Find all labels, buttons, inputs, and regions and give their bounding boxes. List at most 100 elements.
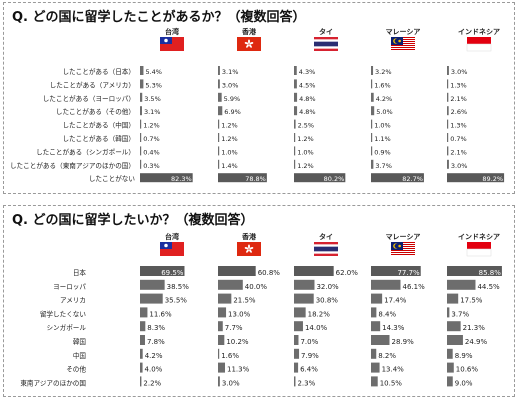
- bar: [447, 66, 449, 75]
- bar: [371, 133, 373, 142]
- bar: [140, 79, 144, 89]
- country-label: マレーシア: [386, 28, 421, 36]
- bar: [140, 293, 163, 304]
- data-label: 10.5%: [380, 379, 403, 387]
- bar: [294, 348, 300, 359]
- bar: [294, 279, 315, 290]
- bar: [218, 321, 223, 332]
- data-label: 7.0%: [300, 338, 318, 346]
- bar: [371, 307, 377, 318]
- data-label: 17.4%: [384, 297, 407, 305]
- bar: [294, 66, 297, 75]
- category-label: したことがある（その他）: [56, 107, 135, 116]
- bar: [371, 66, 374, 75]
- data-label: 40.0%: [245, 283, 268, 291]
- data-label: 3.7%: [451, 310, 469, 318]
- bar: [371, 106, 375, 116]
- country-label: マレーシア: [386, 233, 421, 241]
- category-label: したことがある（ヨーロッパ）: [43, 94, 135, 103]
- bar: [447, 266, 502, 276]
- data-label: 8.2%: [378, 352, 396, 360]
- data-label: 0.4%: [143, 148, 160, 156]
- panel-want-to-study: Q. どの国に留学したいか？（複数回答） 台湾 香港 タイ マレーシア インドネシア 日本…: [3, 205, 515, 397]
- data-label: 10.6%: [456, 366, 479, 374]
- data-label: 7.9%: [301, 352, 319, 360]
- data-label: 4.5%: [299, 81, 316, 89]
- data-label: 2.1%: [450, 95, 467, 103]
- bar: [140, 106, 142, 116]
- data-label: 82.7%: [402, 175, 423, 183]
- bar: [218, 106, 223, 116]
- hongkong-flag-icon: [237, 242, 261, 256]
- category-label: したことがない: [89, 174, 136, 183]
- taiwan-flag-icon: [160, 37, 184, 51]
- category-label: 日本: [73, 268, 87, 277]
- bar: [447, 348, 453, 359]
- data-label: 13.4%: [382, 366, 405, 374]
- bar: [140, 173, 193, 183]
- country-label: 台湾: [165, 27, 179, 36]
- data-label: 1.2%: [221, 122, 238, 130]
- bar: [447, 279, 476, 290]
- data-label: 3.5%: [144, 95, 161, 103]
- data-label: 1.2%: [143, 122, 160, 130]
- bar: [294, 266, 334, 276]
- bar: [294, 376, 296, 387]
- data-label: 9.0%: [455, 379, 473, 387]
- data-label: 2.6%: [451, 108, 468, 116]
- data-label: 1.2%: [221, 135, 238, 143]
- category-label: したことがある（中国）: [62, 121, 135, 130]
- bar: [447, 79, 449, 89]
- data-label: 21.3%: [463, 324, 486, 332]
- bar: [294, 119, 296, 129]
- data-label: 13.0%: [228, 310, 251, 318]
- bar: [447, 92, 449, 102]
- bar: [140, 348, 143, 359]
- category-label: ヨーロッパ: [53, 283, 86, 291]
- data-label: 14.0%: [305, 324, 328, 332]
- bar: [294, 321, 303, 332]
- data-label: 14.3%: [382, 324, 405, 332]
- bar: [371, 159, 374, 169]
- bar: [447, 119, 449, 129]
- data-label: 1.3%: [450, 122, 467, 130]
- category-label: したことがある（シンガポール）: [36, 147, 135, 156]
- bar: [294, 79, 297, 89]
- data-label: 0.7%: [143, 135, 160, 143]
- data-label: 2.3%: [297, 379, 315, 387]
- data-label: 3.7%: [375, 162, 392, 170]
- data-label: 21.5%: [233, 297, 256, 305]
- data-label: 1.2%: [297, 135, 314, 143]
- category-label: 中国: [73, 351, 87, 360]
- category-label: 東南アジアのほかの国: [20, 378, 86, 387]
- country-label: タイ: [319, 232, 333, 241]
- category-label: シンガポール: [46, 323, 86, 332]
- data-label: 1.4%: [221, 162, 238, 170]
- bar: [371, 92, 374, 102]
- bar: [218, 133, 220, 142]
- panel-studied-abroad: Q. どの国に留学したことがあるか？（複数回答） 台湾 香港 タイ マレーシア インドネ…: [3, 2, 515, 194]
- country-label: インドネシア: [458, 233, 500, 241]
- data-label: 4.2%: [145, 352, 163, 360]
- bar: [218, 66, 220, 75]
- bar: [140, 279, 165, 290]
- bar: [447, 146, 449, 156]
- bar: [371, 321, 381, 332]
- data-label: 77.7%: [397, 269, 420, 277]
- bar: [218, 79, 220, 89]
- bar: [140, 321, 146, 332]
- bar: [371, 293, 383, 304]
- data-label: 78.8%: [245, 175, 266, 183]
- data-label: 0.7%: [450, 135, 467, 143]
- data-label: 69.5%: [161, 269, 184, 277]
- data-label: 6.9%: [224, 108, 241, 116]
- category-label: 留学したくない: [40, 309, 87, 318]
- data-label: 1.6%: [221, 352, 239, 360]
- category-label: その他: [66, 365, 86, 374]
- data-label: 2.1%: [450, 148, 467, 156]
- bar: [294, 335, 299, 345]
- bar: [294, 92, 298, 102]
- bar: [294, 293, 314, 304]
- data-label: 0.3%: [143, 162, 160, 170]
